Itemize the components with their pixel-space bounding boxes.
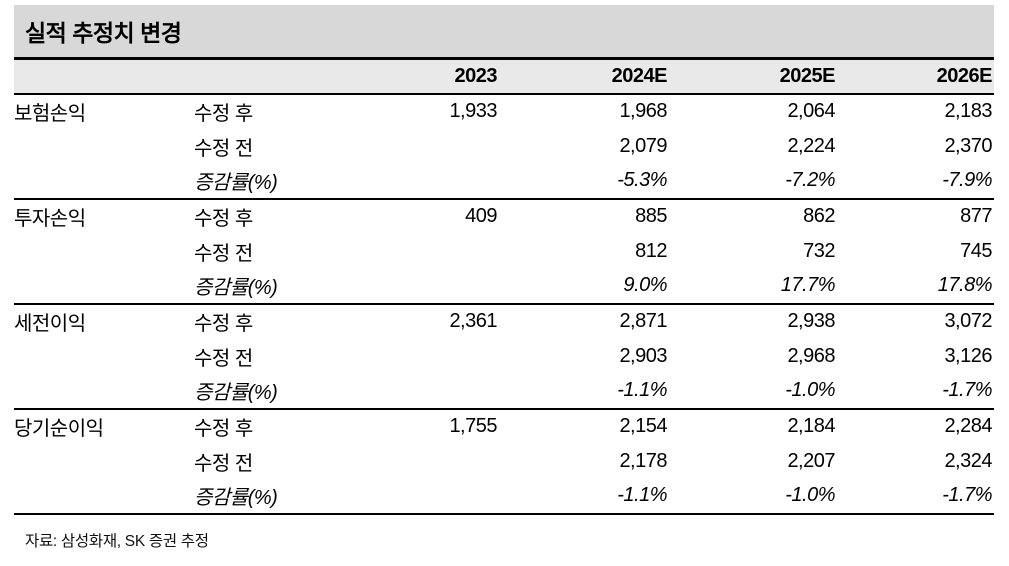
cell-value: -1.0%: [785, 484, 835, 506]
cell-value: [309, 339, 499, 374]
cell-value: 2,079: [619, 134, 667, 157]
cell-value: [309, 479, 499, 514]
table-row: 수정 전 2,903 2,968 3,126: [14, 339, 994, 374]
cell-value: -1.1%: [617, 379, 667, 401]
header-row: 2023 2024E 2025E 2026E: [14, 58, 994, 94]
group-label: [14, 234, 194, 269]
estimates-table: 2023 2024E 2025E 2026E 보험손익 수정 후 1,933 1,968 2,…: [14, 57, 994, 515]
group-label: 세전이익: [14, 313, 86, 335]
cell-value: 885: [635, 205, 667, 227]
cell-value: [309, 444, 499, 479]
group-label: [14, 339, 194, 374]
source-note: 자료: 삼성화재, SK 증권 추정: [25, 532, 209, 550]
cell-value: 17.8%: [937, 274, 993, 296]
table-row: 세전이익 수정 후 2,361 2,871 2,938 3,072: [14, 303, 994, 339]
cell-value: 1,933: [449, 100, 497, 122]
cell-value: 862: [803, 205, 835, 227]
row-label: 수정 후: [194, 103, 253, 125]
table-row: 수정 전 812 732 745: [14, 234, 994, 269]
table-title: 실적 추정치 변경: [25, 20, 182, 46]
table-row: 증감률(%) -1.1% -1.0% -1.7%: [14, 479, 994, 514]
cell-value: 1,755: [449, 415, 497, 437]
cell-value: [309, 164, 499, 199]
table-row: 투자손익 수정 후 409 885 862 877: [14, 198, 994, 234]
cell-value: 2,361: [449, 310, 497, 332]
group-label: 보험손익: [14, 103, 86, 125]
header-year: 2026E: [936, 64, 993, 87]
cell-value: 17.7%: [780, 274, 836, 296]
table-body: 보험손익 수정 후 1,933 1,968 2,064 2,183 수정 전 2,079 2,2…: [14, 93, 994, 514]
cell-value: 2,178: [619, 449, 667, 472]
table-row: 보험손익 수정 후 1,933 1,968 2,064 2,183: [14, 93, 994, 129]
group-label: [14, 269, 194, 304]
cell-value: -1.0%: [785, 379, 835, 401]
cell-value: 409: [465, 205, 497, 227]
cell-value: 2,903: [619, 344, 667, 367]
table-title-band: 실적 추정치 변경: [14, 5, 994, 57]
row-label: 수정 전: [194, 347, 253, 370]
table-row: 증감률(%) -5.3% -7.2% -7.9%: [14, 164, 994, 199]
group-label: [14, 164, 194, 199]
cell-value: 732: [803, 239, 835, 262]
group-label: [14, 374, 194, 409]
cell-value: 2,324: [944, 449, 992, 472]
cell-value: 9.0%: [623, 274, 667, 296]
cell-value: -1.7%: [942, 484, 992, 506]
row-label: 수정 전: [194, 242, 253, 265]
cell-value: 2,064: [787, 100, 835, 122]
cell-value: 2,284: [944, 415, 992, 437]
group-label: 투자손익: [14, 208, 86, 230]
table-row: 당기순이익 수정 후 1,755 2,154 2,184 2,284: [14, 408, 994, 444]
header-year: 2025E: [779, 64, 836, 87]
table-row: 증감률(%) -1.1% -1.0% -1.7%: [14, 374, 994, 409]
cell-value: [309, 269, 499, 304]
row-label: 수정 후: [194, 208, 253, 230]
row-label: 증감률(%): [194, 382, 278, 404]
group-label: [14, 129, 194, 164]
row-label: 수정 후: [194, 418, 253, 440]
cell-value: 2,224: [787, 134, 835, 157]
row-label: 수정 후: [194, 313, 253, 335]
cell-value: 1,968: [619, 100, 667, 122]
cell-value: [309, 129, 499, 164]
table-row: 수정 전 2,079 2,224 2,370: [14, 129, 994, 164]
cell-value: [309, 374, 499, 409]
report-page: 실적 추정치 변경 2023 2024E 2025E 2026E 보험손익 수정 후 1,…: [14, 5, 994, 550]
header-spacer: [194, 59, 309, 94]
cell-value: 2,183: [944, 100, 992, 122]
header-year: 2024E: [611, 64, 668, 87]
cell-value: 2,938: [787, 310, 835, 332]
cell-value: 2,207: [787, 449, 835, 472]
cell-value: 877: [960, 205, 992, 227]
header-year: 2023: [454, 64, 498, 87]
cell-value: 745: [960, 239, 992, 262]
table-row: 증감률(%) 9.0% 17.7% 17.8%: [14, 269, 994, 304]
cell-value: 2,184: [787, 415, 835, 437]
cell-value: [309, 234, 499, 269]
cell-value: 812: [635, 239, 667, 262]
row-label: 증감률(%): [194, 277, 278, 299]
group-label: [14, 444, 194, 479]
cell-value: 2,370: [944, 134, 992, 157]
cell-value: 2,968: [787, 344, 835, 367]
group-label: [14, 479, 194, 514]
row-label: 수정 전: [194, 137, 253, 160]
cell-value: -7.9%: [942, 169, 992, 191]
group-label: 당기순이익: [14, 418, 104, 440]
row-label: 증감률(%): [194, 487, 278, 509]
cell-value: -7.2%: [785, 169, 835, 191]
header-spacer: [14, 59, 194, 94]
row-label: 증감률(%): [194, 172, 278, 194]
cell-value: 2,154: [619, 415, 667, 437]
cell-value: 3,072: [944, 310, 992, 332]
cell-value: 3,126: [944, 344, 992, 367]
cell-value: -1.1%: [617, 484, 667, 506]
table-row: 수정 전 2,178 2,207 2,324: [14, 444, 994, 479]
cell-value: -1.7%: [942, 379, 992, 401]
cell-value: -5.3%: [617, 169, 667, 191]
row-label: 수정 전: [194, 452, 253, 475]
cell-value: 2,871: [619, 310, 667, 332]
